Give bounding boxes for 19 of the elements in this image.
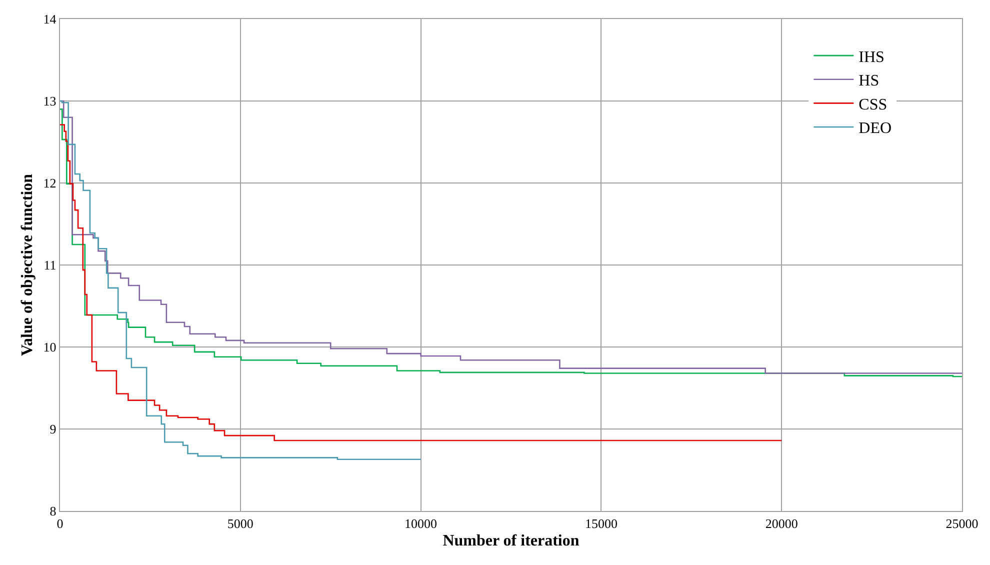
legend-label: CSS	[858, 96, 888, 114]
x-tick-label: 0	[56, 516, 64, 531]
x-tick-label: 15000	[584, 516, 618, 531]
legend-label: DEO	[858, 120, 892, 138]
y-tick-label: 10	[43, 340, 56, 355]
y-tick-label: 14	[43, 12, 57, 27]
y-tick-label: 8	[50, 504, 56, 519]
x-tick-label: 20000	[765, 516, 798, 531]
y-tick-label: 12	[43, 176, 56, 191]
x-tick-label: 10000	[404, 516, 438, 531]
legend-label: IHS	[858, 48, 884, 66]
x-axis-title: Number of iteration	[442, 532, 580, 550]
x-tick-label: 5000	[227, 516, 254, 531]
y-tick-label: 11	[44, 258, 56, 273]
y-tick-label: 9	[50, 422, 56, 437]
x-tick-label: 25000	[946, 516, 978, 531]
legend-label: HS	[858, 72, 880, 90]
y-tick-label: 13	[43, 94, 56, 109]
y-axis-title: Value of objective function	[19, 174, 36, 356]
